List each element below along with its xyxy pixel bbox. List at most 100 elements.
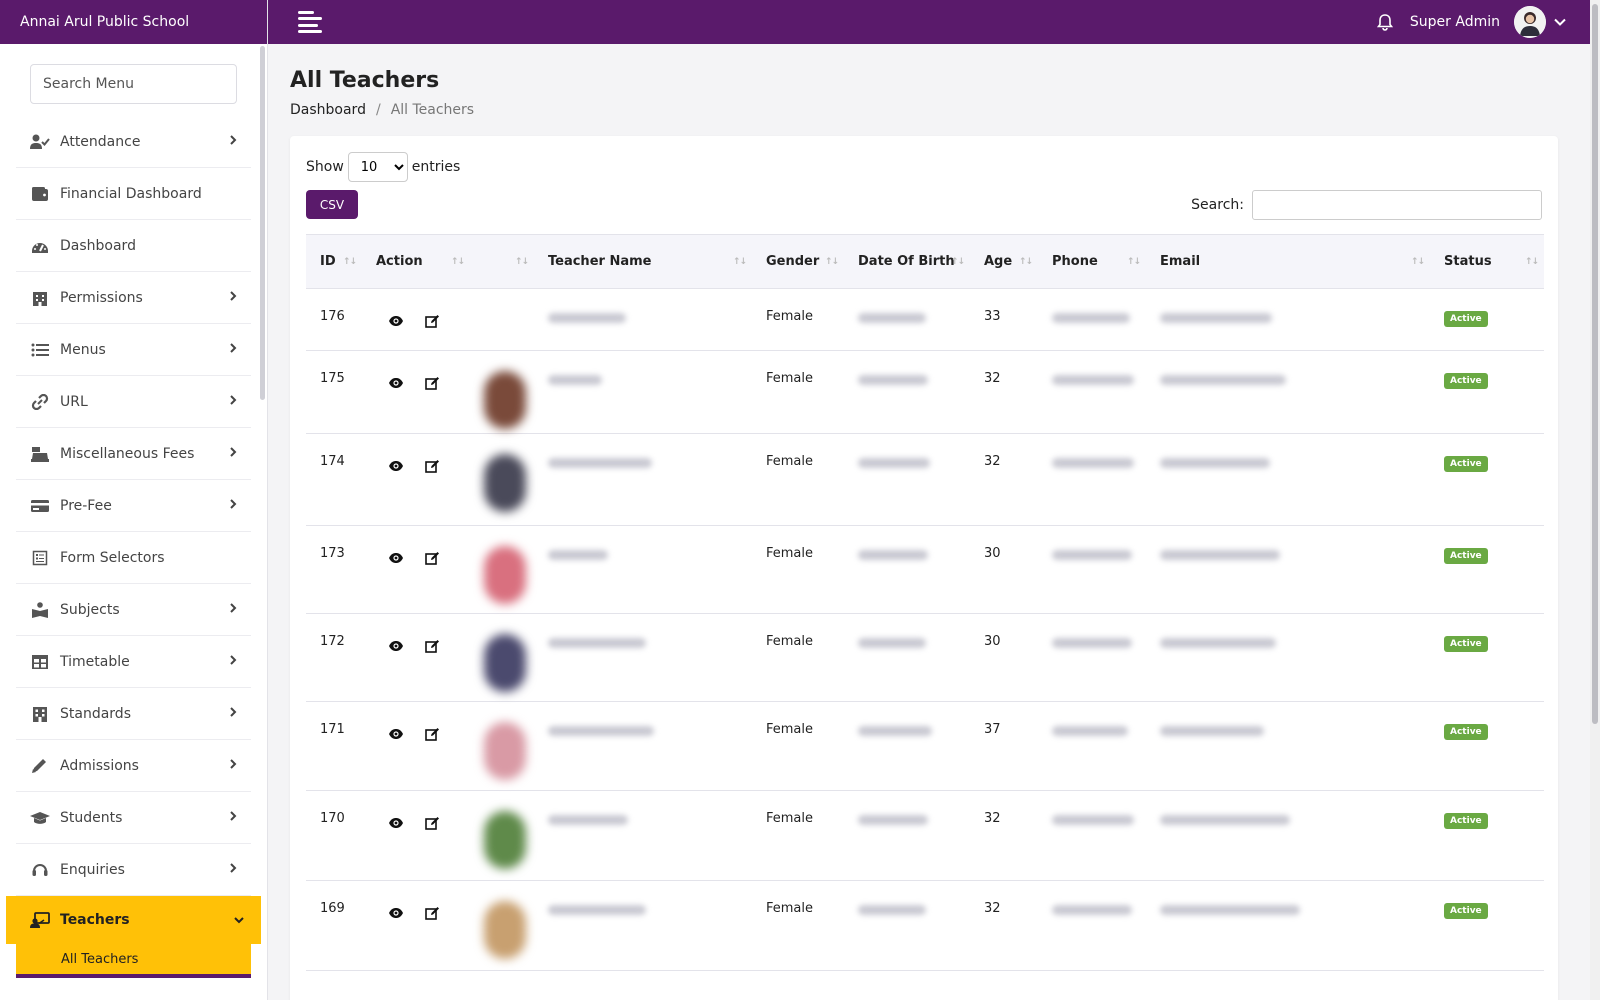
column-header-label: Age [984, 254, 1013, 269]
sidebar-item-teachers[interactable]: Teachers [6, 896, 261, 944]
sidebar-item-financial-dashboard[interactable]: Financial Dashboard [16, 168, 251, 220]
cell-photo [470, 790, 534, 881]
sidebar-item-permissions[interactable]: Permissions [16, 272, 251, 324]
cell-actions [362, 613, 470, 702]
table-body: 176 Female 33 Active 175 Female 32 Active 174 Fem… [306, 288, 1544, 971]
chevron-right-icon [223, 603, 243, 616]
status-badge: Active [1444, 636, 1488, 652]
cell-age: 32 [970, 880, 1038, 971]
status-badge: Active [1444, 813, 1488, 829]
column-header-date-of-birth[interactable]: Date Of Birth ↑↓ [844, 234, 970, 289]
sidebar-item-pre-fee[interactable]: Pre-Fee [16, 480, 251, 532]
sidebar-item-admissions[interactable]: Admissions [16, 740, 251, 792]
sidebar-item-menus[interactable]: Menus [16, 324, 251, 376]
sidebar-item-enquiries[interactable]: Enquiries [16, 844, 251, 896]
gauge-icon [30, 238, 50, 254]
sidebar-item-students[interactable]: Students [16, 792, 251, 844]
graduation-cap-icon [30, 810, 50, 826]
view-eye-icon[interactable] [388, 458, 404, 474]
cell-gender: Female [752, 525, 844, 614]
edit-icon[interactable] [424, 458, 440, 474]
bell-icon[interactable] [1376, 13, 1394, 31]
cell-photo [470, 525, 534, 614]
sidebar-item-subjects[interactable]: Subjects [16, 584, 251, 636]
edit-icon[interactable] [424, 375, 440, 391]
column-header-label: Date Of Birth [858, 254, 955, 269]
pencil-icon [30, 758, 50, 774]
cell-phone [1038, 350, 1146, 434]
csv-export-button[interactable]: CSV [306, 190, 358, 219]
edit-icon[interactable] [424, 550, 440, 566]
cell-photo [470, 288, 534, 351]
sidebar-scrollbar[interactable] [260, 46, 265, 400]
sidebar-item-label: Teachers [60, 912, 130, 928]
sidebar-search-box [30, 64, 237, 104]
column-header-action[interactable]: Action ↑↓ [362, 234, 470, 289]
teacher-photo [484, 901, 526, 959]
cell-gender: Female [752, 790, 844, 881]
column-header-email[interactable]: Email ↑↓ [1146, 234, 1430, 289]
sidebar-item-attendance[interactable]: Attendance [16, 116, 251, 168]
cell-id: 174 [306, 433, 362, 526]
status-badge: Active [1444, 548, 1488, 564]
edit-icon[interactable] [424, 905, 440, 921]
sidebar-item-miscellaneous-fees[interactable]: Miscellaneous Fees [16, 428, 251, 480]
avatar[interactable] [1514, 6, 1546, 38]
cell-email [1146, 288, 1430, 351]
table-row: 172 Female 30 Active [306, 613, 1544, 702]
column-header-gender[interactable]: Gender ↑↓ [752, 234, 844, 289]
cell-teacher-name [534, 433, 752, 526]
sidebar-item-timetable[interactable]: Timetable [16, 636, 251, 688]
view-eye-icon[interactable] [388, 905, 404, 921]
view-eye-icon[interactable] [388, 313, 404, 329]
view-eye-icon[interactable] [388, 726, 404, 742]
column-header-age[interactable]: Age ↑↓ [970, 234, 1038, 289]
chevron-down-icon[interactable] [1554, 16, 1566, 29]
entries-select[interactable]: 10 [347, 152, 408, 182]
sidebar-item-form-selectors[interactable]: Form Selectors [16, 532, 251, 584]
sort-icon: ↑↓ [824, 257, 839, 267]
sort-icon: ↑↓ [514, 257, 529, 267]
search-menu-input[interactable] [43, 76, 236, 92]
book-reader-icon [30, 601, 50, 618]
chevron-right-icon [223, 655, 243, 668]
page-scrollbar[interactable] [1590, 0, 1600, 1000]
breadcrumb-home-link[interactable]: Dashboard [290, 102, 366, 118]
sidebar-item-label: Financial Dashboard [60, 185, 202, 202]
user-name[interactable]: Super Admin [1409, 14, 1500, 30]
column-header-status[interactable]: Status ↑↓ [1430, 234, 1544, 289]
sidebar-item-url[interactable]: URL [16, 376, 251, 428]
cash-register-icon [30, 446, 50, 462]
cell-phone [1038, 613, 1146, 702]
column-header-photo[interactable]: ↑↓ [470, 234, 534, 289]
cell-actions [362, 525, 470, 614]
table-row: 171 Female 37 Active [306, 701, 1544, 791]
column-header-id[interactable]: ID ↑↓ [306, 234, 362, 289]
edit-icon[interactable] [424, 313, 440, 329]
cell-id: 176 [306, 288, 362, 351]
edit-icon[interactable] [424, 815, 440, 831]
user-check-icon [30, 134, 50, 150]
cell-teacher-name [534, 350, 752, 434]
sidebar-item-standards[interactable]: Standards [16, 688, 251, 740]
chevron-right-icon [223, 291, 243, 304]
teacher-photo [484, 371, 526, 429]
view-eye-icon[interactable] [388, 815, 404, 831]
form-icon [30, 550, 50, 566]
sidebar-item-dashboard[interactable]: Dashboard [16, 220, 251, 272]
table-search-input[interactable] [1252, 190, 1542, 220]
column-header-teacher-name[interactable]: Teacher Name ↑↓ [534, 234, 752, 289]
view-eye-icon[interactable] [388, 375, 404, 391]
brand-title[interactable]: Annai Arul Public School [0, 0, 267, 44]
edit-icon[interactable] [424, 726, 440, 742]
view-eye-icon[interactable] [388, 550, 404, 566]
table-header-row: ID ↑↓ Action ↑↓ ↑↓ Teacher Name ↑↓ Gender ↑↓ Date… [306, 234, 1544, 289]
column-header-phone[interactable]: Phone ↑↓ [1038, 234, 1146, 289]
hamburger-menu-icon[interactable] [298, 11, 322, 33]
view-eye-icon[interactable] [388, 638, 404, 654]
cell-status: Active [1430, 288, 1544, 351]
cell-actions [362, 790, 470, 881]
sidebar-subitem-all-teachers[interactable]: All Teachers [16, 944, 251, 978]
cell-gender: Female [752, 288, 844, 351]
edit-icon[interactable] [424, 638, 440, 654]
